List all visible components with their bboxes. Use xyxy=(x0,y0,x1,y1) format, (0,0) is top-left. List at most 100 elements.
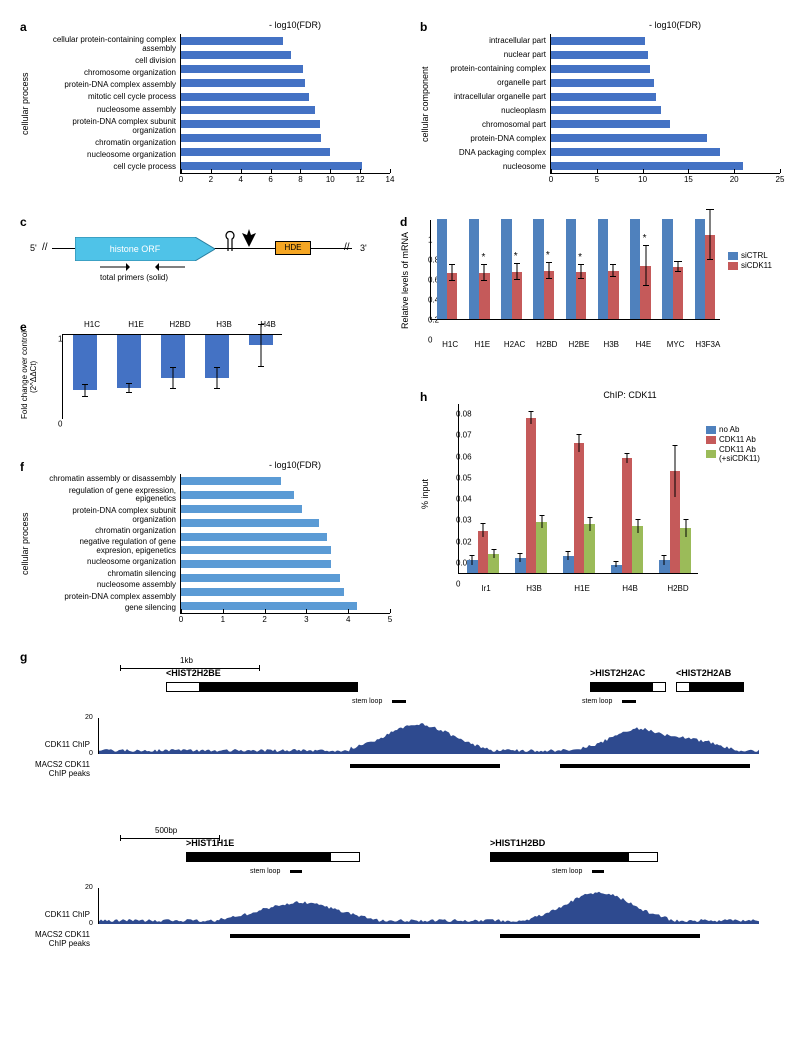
panel-h-plot xyxy=(458,404,698,574)
bar-siCDK11 xyxy=(608,271,618,319)
hbar-label: chromatin organization xyxy=(30,139,176,148)
errorbar xyxy=(452,265,453,281)
chip-profile-bottom xyxy=(99,888,759,924)
hbar xyxy=(181,148,330,156)
panel-b-ylabels: intracellular partnuclear partprotein-co… xyxy=(430,34,550,174)
panel-a: a - log10(FDR) cellular process cellular… xyxy=(20,20,400,190)
sig-star: * xyxy=(643,233,647,244)
legend-item: CDK11 Ab xyxy=(706,435,760,444)
xtick: H2BD xyxy=(536,340,557,349)
xtick: 10 xyxy=(326,175,335,184)
bar xyxy=(574,443,585,573)
bar xyxy=(622,458,633,573)
stemloop-mark xyxy=(392,700,406,703)
errorbar xyxy=(531,412,532,425)
hbar-label: gene silencing xyxy=(30,604,176,613)
hbar xyxy=(181,93,309,101)
errorbar xyxy=(645,246,646,286)
xtick: H4B xyxy=(622,584,638,593)
gene-label: >HIST1H2BD xyxy=(490,838,545,848)
hbar xyxy=(551,51,648,59)
panel-h-title: ChIP: CDK11 xyxy=(460,390,800,400)
ytick-top-20: 20 xyxy=(85,714,93,721)
three-prime-label: 3' xyxy=(360,243,367,253)
bar-siCTRL xyxy=(533,219,543,319)
hbar-label: nucleosome xyxy=(430,163,546,172)
xtick: H1C xyxy=(442,340,458,349)
xtick: 0 xyxy=(179,175,183,184)
hbar xyxy=(181,491,294,499)
hbar-label: chromosomal part xyxy=(430,121,546,130)
xtick: H3B xyxy=(216,320,232,329)
panel-e-ylabel: Fold change over control (2^ΔΔCt) xyxy=(20,334,38,419)
gene-utr xyxy=(166,682,200,692)
sig-star: * xyxy=(578,252,582,263)
macs-peak xyxy=(230,934,410,938)
panel-d-ylabel: Relative levels of mRNA xyxy=(400,220,410,340)
xtick: 3 xyxy=(304,615,308,624)
scale-label-bottom: 500bp xyxy=(155,826,177,835)
errorbar xyxy=(261,324,262,367)
hbar xyxy=(551,120,670,128)
errorbar xyxy=(217,367,218,387)
hbar-label: nuclear part xyxy=(430,51,546,60)
hbar-label: nucleosome assembly xyxy=(30,581,176,590)
errorbar xyxy=(541,516,542,529)
hbar-label: intracellular organelle part xyxy=(430,93,546,102)
errorbar xyxy=(664,556,665,565)
five-prime-label: 5' xyxy=(30,243,37,253)
errorbar xyxy=(85,384,86,396)
legend-item: siCTRL xyxy=(728,251,772,260)
stemloop-mark xyxy=(290,870,302,873)
errorbar xyxy=(483,524,484,537)
errorbar xyxy=(520,554,521,563)
xtick: 2 xyxy=(209,175,213,184)
errorbar xyxy=(627,454,628,463)
hbar-label: intracellular part xyxy=(430,37,546,46)
gene-utr xyxy=(676,682,690,692)
gene-label: >HIST2H2AC xyxy=(590,668,645,678)
sig-star: * xyxy=(514,251,518,262)
errorbar xyxy=(710,210,711,260)
ytick-top-0: 0 xyxy=(89,750,93,757)
slash-left: // xyxy=(42,242,48,253)
panel-h-label: h xyxy=(420,390,427,404)
hbar-label: nucleosome organization xyxy=(30,151,176,160)
panel-c-label: c xyxy=(20,215,27,229)
hbar-label: cellular protein-containing complex asse… xyxy=(30,36,176,54)
chip-label-bottom: CDK11 ChIP xyxy=(20,910,90,919)
hbar xyxy=(551,148,720,156)
legend-item: CDK11 Ab (+siCDK11) xyxy=(706,445,760,463)
ytick: 0 xyxy=(428,336,432,345)
errorbar xyxy=(173,367,174,387)
hbar-label: protein-DNA complex subunit organization xyxy=(30,118,176,136)
xtick: 0 xyxy=(549,175,553,184)
gene-exon xyxy=(690,682,744,692)
errorbar xyxy=(548,263,549,279)
panel-b-label: b xyxy=(420,20,427,34)
bar-siCTRL xyxy=(598,219,608,319)
gene-exon xyxy=(186,852,330,862)
panel-b-title: - log10(FDR) xyxy=(560,20,790,30)
hbar xyxy=(181,106,315,114)
panel-e: e H1CH1EH2BDH3BH4B Fold change over cont… xyxy=(20,320,320,440)
panel-d: d Relative levels of mRNA 00.20.40.60.81… xyxy=(400,215,800,355)
chip-label-top: CDK11 ChIP xyxy=(20,740,90,749)
panel-h: h ChIP: CDK11 % input 00.010.020.030.040… xyxy=(420,390,800,620)
orf-text: histone ORF xyxy=(110,244,161,254)
xtick: H2AC xyxy=(504,340,525,349)
xtick: H2BD xyxy=(667,584,688,593)
scale-label-top: 1kb xyxy=(180,656,193,665)
errorbar xyxy=(581,265,582,279)
stemloop-label: stem loop xyxy=(582,698,612,705)
errorbar xyxy=(568,552,569,561)
bar xyxy=(536,522,547,573)
bar xyxy=(526,418,537,573)
bar xyxy=(584,524,595,573)
errorbar xyxy=(472,556,473,565)
gene-label: <HIST2H2AB xyxy=(676,668,731,678)
hbar xyxy=(551,79,654,87)
panel-a-ylabels: cellular protein-containing complex asse… xyxy=(30,34,180,174)
ytick: 0 xyxy=(58,420,62,429)
bar-siCTRL xyxy=(501,219,511,319)
